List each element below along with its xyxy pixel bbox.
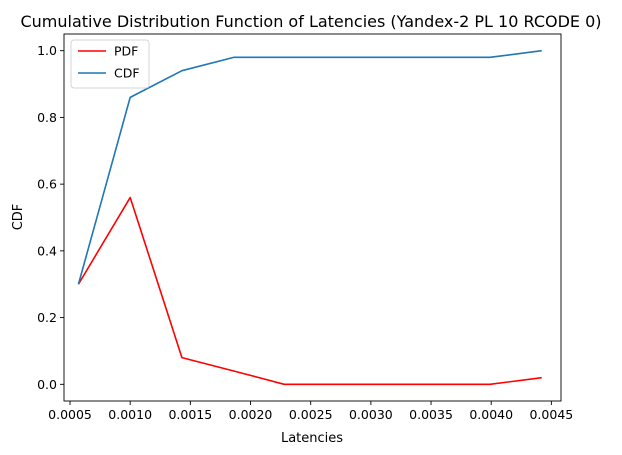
- x-tick-label: 0.0020: [229, 407, 273, 422]
- x-tick-label: 0.0005: [48, 407, 92, 422]
- plot-area: [64, 34, 561, 401]
- x-tick-label: 0.0045: [529, 407, 573, 422]
- y-tick-label: 0.8: [37, 110, 57, 125]
- x-tick-label: 0.0010: [108, 407, 152, 422]
- x-tick-label: 0.0040: [469, 407, 513, 422]
- x-tick-label: 0.0030: [349, 407, 393, 422]
- axes-layer: 0.0005 0.0010 0.0015 0.0020 0.0025 0.0030 0.00…: [37, 33, 573, 422]
- series-layer: [77, 49, 542, 386]
- series-line-pdf: [77, 196, 542, 386]
- y-axis-title: CDF: [11, 204, 26, 231]
- x-tick-label: 0.0025: [289, 407, 333, 422]
- legend-box: [70, 39, 150, 89]
- y-tick-label: 1.0: [37, 43, 57, 58]
- legend-label-pdf: PDF: [114, 44, 138, 59]
- y-tick-label: 0.2: [37, 310, 57, 325]
- y-tick-label: 0.6: [37, 177, 57, 192]
- series-line-cdf: [77, 49, 542, 285]
- x-tick-label: 0.0035: [409, 407, 453, 422]
- y-tick-label: 0.0: [37, 377, 57, 392]
- legend: PDF CDF: [70, 39, 150, 89]
- axes-frame: [63, 33, 562, 402]
- y-tick-label: 0.4: [37, 243, 57, 258]
- chart-title: Cumulative Distribution Function of Late…: [20, 12, 601, 31]
- legend-label-cdf: CDF: [114, 66, 140, 81]
- x-tick-label: 0.0015: [168, 407, 212, 422]
- x-axis-title: Latencies: [281, 431, 343, 446]
